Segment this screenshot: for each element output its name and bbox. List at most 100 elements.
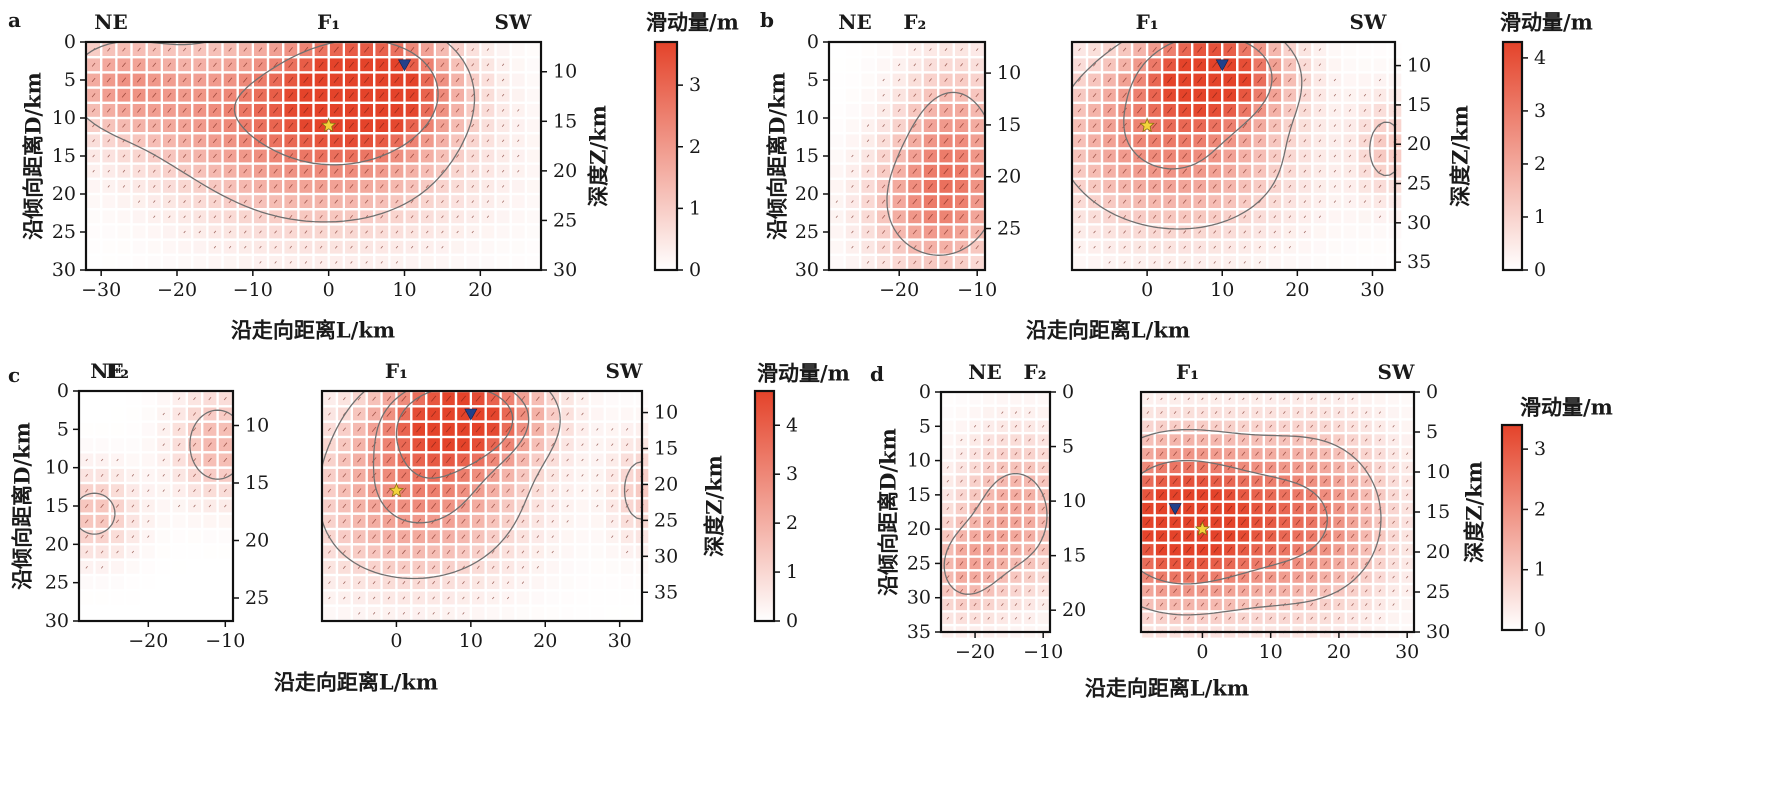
rake-arrow bbox=[456, 230, 459, 234]
rake-arrow bbox=[1337, 451, 1341, 456]
rake-arrow bbox=[303, 184, 308, 189]
slip-cell bbox=[111, 560, 124, 574]
rake-arrow bbox=[928, 108, 933, 113]
rake-arrow bbox=[973, 493, 977, 497]
slip-cell bbox=[203, 530, 217, 544]
rake-arrow bbox=[1041, 589, 1045, 593]
rake-arrow bbox=[1348, 109, 1352, 112]
rake-arrow bbox=[223, 457, 228, 463]
rake-arrow bbox=[333, 92, 339, 99]
rake-arrow bbox=[1392, 493, 1395, 497]
rake-arrow bbox=[85, 566, 88, 569]
slip-cell bbox=[546, 606, 559, 620]
rake-arrow bbox=[974, 153, 980, 159]
rake-arrow bbox=[1145, 491, 1151, 498]
d-tick-label: 10 bbox=[907, 450, 931, 472]
rake-arrow bbox=[551, 427, 555, 432]
rake-arrow bbox=[1228, 199, 1232, 204]
rake-arrow bbox=[342, 397, 346, 401]
slip-cell bbox=[531, 591, 545, 605]
rake-arrow bbox=[1295, 533, 1301, 539]
rake-arrow bbox=[1364, 424, 1368, 428]
rake-arrow bbox=[1242, 76, 1248, 84]
slip-cell bbox=[969, 393, 981, 405]
rake-arrow bbox=[851, 215, 854, 219]
slip-cell bbox=[527, 256, 540, 269]
rake-arrow bbox=[897, 214, 902, 220]
rake-arrow bbox=[1158, 505, 1165, 512]
rake-arrow bbox=[491, 550, 495, 554]
rake-arrow bbox=[1318, 215, 1322, 219]
slip-cell bbox=[591, 407, 604, 421]
rake-arrow bbox=[1268, 560, 1273, 567]
depth-tick-label: 15 bbox=[1426, 501, 1450, 523]
rake-arrow bbox=[1348, 124, 1352, 127]
d-tick-label: 25 bbox=[795, 221, 819, 243]
d-tick-label: 25 bbox=[45, 572, 69, 594]
rake-arrow bbox=[357, 488, 362, 494]
rake-arrow bbox=[1107, 123, 1112, 129]
rake-arrow bbox=[973, 520, 977, 525]
rake-arrow bbox=[122, 123, 126, 128]
rake-arrow bbox=[350, 245, 353, 249]
rake-arrow bbox=[566, 520, 569, 523]
rake-arrow bbox=[1186, 546, 1192, 553]
rake-arrow bbox=[1186, 451, 1191, 457]
rake-arrow bbox=[959, 588, 964, 593]
rake-arrow bbox=[410, 199, 414, 204]
rake-arrow bbox=[1168, 230, 1172, 234]
rake-arrow bbox=[1318, 63, 1322, 67]
rake-arrow bbox=[372, 612, 376, 615]
rake-arrow bbox=[121, 62, 126, 68]
rake-arrow bbox=[1213, 574, 1219, 580]
rake-arrow bbox=[1014, 452, 1018, 456]
rake-arrow bbox=[131, 519, 135, 523]
rake-arrow bbox=[100, 458, 104, 462]
x-tick-label: 30 bbox=[608, 630, 632, 652]
rake-arrow bbox=[1337, 561, 1341, 566]
rake-arrow bbox=[379, 46, 385, 53]
rake-arrow bbox=[1337, 478, 1341, 484]
rake-arrow bbox=[100, 503, 104, 509]
rake-arrow bbox=[152, 92, 157, 98]
rake-arrow bbox=[551, 473, 555, 477]
rake-arrow bbox=[193, 504, 196, 508]
rake-arrow bbox=[289, 261, 292, 264]
rake-arrow bbox=[1172, 546, 1178, 553]
rake-arrow bbox=[475, 487, 481, 494]
rake-arrow bbox=[1333, 124, 1337, 127]
rake-arrow bbox=[1014, 479, 1018, 484]
rake-arrow bbox=[1378, 561, 1382, 566]
rake-arrow bbox=[566, 397, 569, 401]
rake-arrow bbox=[258, 138, 263, 144]
rake-arrow bbox=[928, 123, 933, 129]
rake-arrow bbox=[536, 504, 540, 508]
rake-arrow bbox=[258, 47, 263, 52]
rake-arrow bbox=[866, 230, 870, 234]
rake-arrow bbox=[1392, 425, 1395, 428]
rake-arrow bbox=[1405, 520, 1409, 524]
slip-cell bbox=[1373, 240, 1387, 254]
rake-arrow bbox=[1364, 438, 1368, 442]
slip-cell bbox=[163, 240, 176, 254]
rake-arrow bbox=[416, 456, 422, 464]
rake-arrow bbox=[1240, 491, 1246, 498]
peak-slip-triangle-icon bbox=[397, 59, 412, 72]
rake-arrow bbox=[303, 168, 309, 174]
rake-arrow bbox=[333, 107, 339, 114]
slip-cell bbox=[877, 43, 891, 56]
rake-arrow bbox=[1378, 108, 1382, 112]
rake-arrow bbox=[242, 122, 248, 129]
rake-arrow bbox=[318, 153, 324, 159]
rake-arrow bbox=[228, 169, 232, 174]
rake-arrow bbox=[1028, 465, 1032, 470]
rake-arrow bbox=[386, 534, 392, 540]
rake-arrow bbox=[1227, 61, 1233, 68]
rake-arrow bbox=[1288, 245, 1291, 249]
rake-arrow bbox=[596, 458, 599, 462]
rake-arrow bbox=[1078, 48, 1081, 52]
slip-contour bbox=[395, 390, 514, 479]
rake-arrow bbox=[1303, 154, 1307, 158]
colorbar-title: 滑动量/m bbox=[646, 10, 739, 35]
